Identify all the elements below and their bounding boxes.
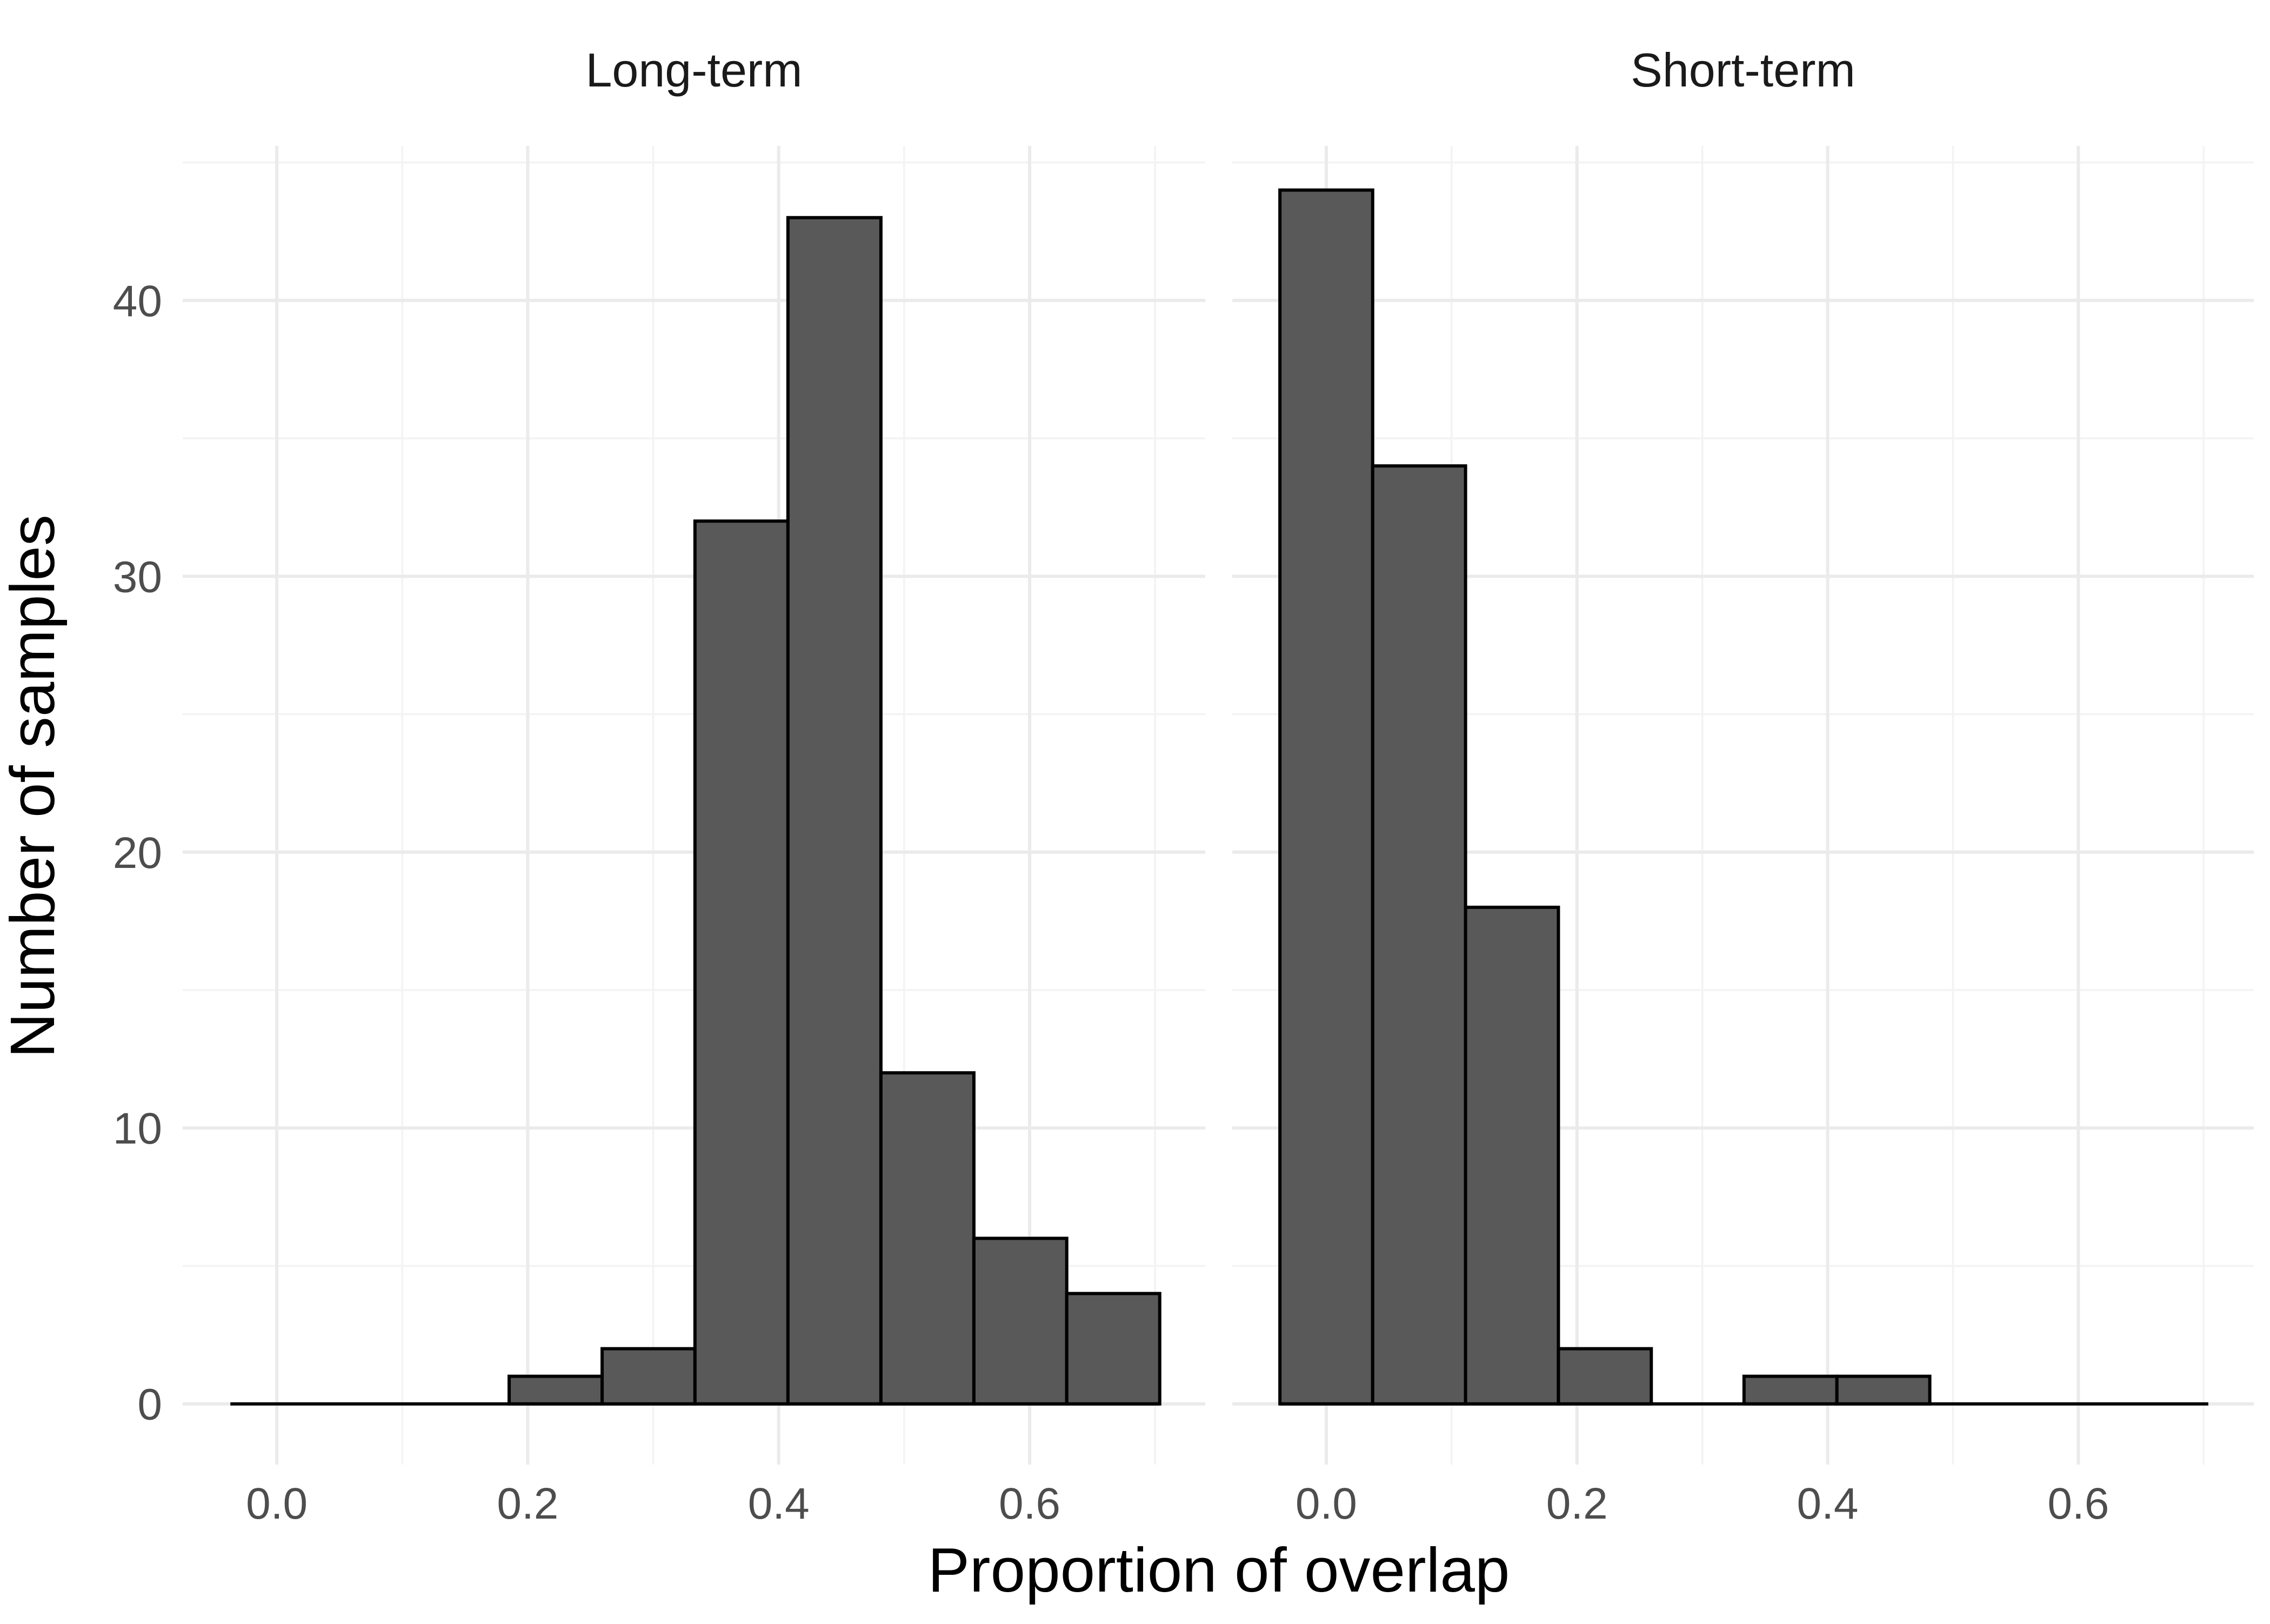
histogram-bar	[972, 1237, 1069, 1406]
y-tick-label: 0	[137, 1380, 162, 1429]
histogram-bar	[600, 1347, 697, 1406]
x-tick-label: 0.0	[1296, 1479, 1357, 1528]
y-tick-label: 30	[113, 552, 162, 602]
x-tick-label: 0.2	[497, 1479, 558, 1528]
y-tick-label: 40	[113, 277, 162, 326]
facet-strip-title: Long-term	[585, 43, 802, 97]
x-tick-label: 0.4	[1797, 1479, 1859, 1528]
histogram-bar	[508, 1374, 604, 1406]
histogram-bar	[1065, 1292, 1161, 1406]
y-tick-label: 20	[113, 828, 162, 878]
histogram-bar	[879, 1071, 976, 1406]
histogram-bar	[1835, 1374, 1932, 1406]
histogram-bar	[1742, 1374, 1839, 1406]
y-tick-label: 10	[113, 1104, 162, 1153]
facet-strip-title: Short-term	[1631, 43, 1855, 97]
histogram-bar	[1371, 464, 1467, 1406]
x-tick-label: 0.2	[1546, 1479, 1608, 1528]
x-tick-label: 0.6	[999, 1479, 1060, 1528]
x-axis-title: Proportion of overlap	[928, 1535, 1510, 1605]
y-axis-title: Number of samples	[0, 514, 68, 1058]
facet-panel-long-term: Long-term 0.0 0.2 0.4 0.6	[183, 43, 1205, 1528]
x-tick-label: 0.6	[2047, 1479, 2109, 1528]
histogram-bar	[1278, 188, 1374, 1406]
facet-panels: Long-term 0.0 0.2 0.4 0.6 Short-term 0.0 0.2 0.4…	[113, 43, 2254, 1528]
facet-panel-short-term: Short-term 0.0 0.2 0.4 0.6	[1232, 43, 2254, 1528]
histogram-bar	[786, 216, 883, 1406]
x-tick-label: 0.4	[748, 1479, 810, 1528]
x-tick-label: 0.0	[246, 1479, 308, 1528]
histogram-bar	[693, 519, 790, 1406]
histogram-bar	[1464, 905, 1560, 1406]
histogram-bar	[1557, 1347, 1653, 1406]
